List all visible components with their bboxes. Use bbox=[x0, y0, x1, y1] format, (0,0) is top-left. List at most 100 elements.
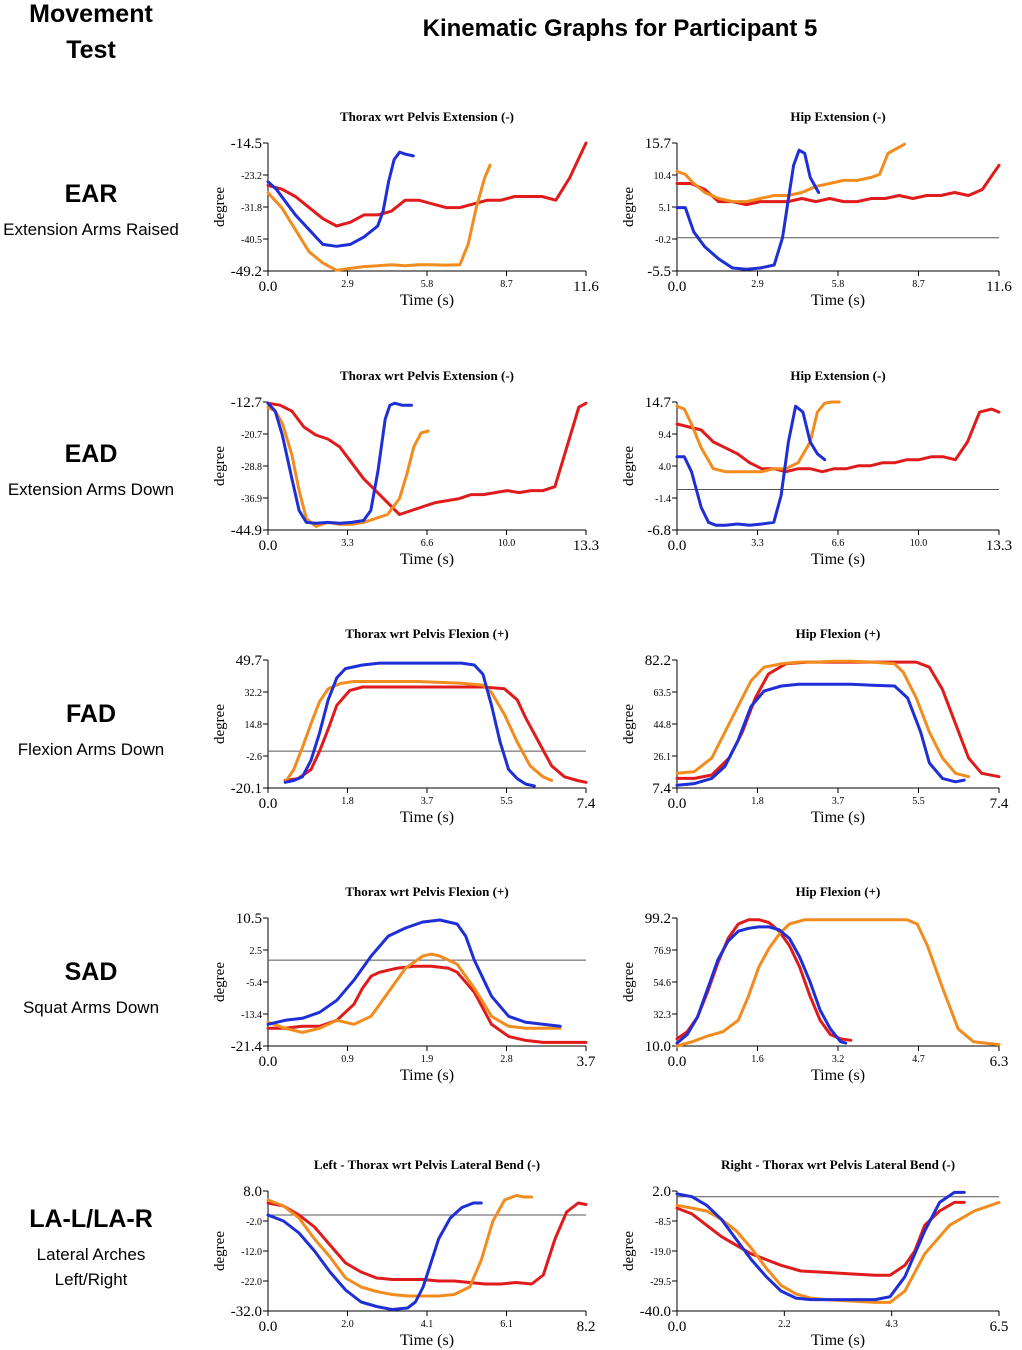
x-tick-label: 0.9 bbox=[341, 1054, 354, 1065]
series-red-line bbox=[675, 660, 1001, 780]
y-tick-label: 10.5 bbox=[236, 911, 262, 927]
x-tick-label: 6.5 bbox=[990, 1319, 1009, 1335]
chart-title: Left - Thorax wrt Pelvis Lateral Bend (-… bbox=[314, 1157, 540, 1172]
page-title: Kinematic Graphs for Participant 5 bbox=[422, 15, 818, 42]
series-red-line bbox=[675, 1200, 966, 1277]
chart-9: Left - Thorax wrt Pelvis Lateral Bend (-… bbox=[212, 1157, 595, 1349]
y-tick-label: -5.4 bbox=[246, 978, 262, 989]
y-axis-label: degree bbox=[212, 962, 228, 1002]
x-axis-label: Time (s) bbox=[811, 1067, 865, 1084]
x-tick-label: 13.3 bbox=[573, 538, 599, 554]
y-tick-label: -23.2 bbox=[241, 171, 262, 182]
x-tick-label: 3.2 bbox=[832, 1054, 845, 1065]
row-name: Flexion Arms Down bbox=[17, 740, 165, 759]
y-tick-label: -2.0 bbox=[246, 1217, 262, 1228]
y-axis-label: degree bbox=[212, 704, 228, 744]
y-tick-label: 14.8 bbox=[245, 720, 263, 731]
x-tick-label: 5.5 bbox=[500, 796, 513, 807]
y-tick-label: -6.8 bbox=[647, 523, 671, 539]
y-tick-label: -12.7 bbox=[231, 395, 263, 411]
chart-title: Thorax wrt Pelvis Flexion (+) bbox=[345, 884, 508, 899]
chart-6: Hip Flexion (+) 0.0 1.8 3.7 5.5 7.4 82.2 63.5 44… bbox=[621, 626, 1009, 826]
series-blue-line bbox=[266, 918, 562, 1028]
x-tick-label: 0.0 bbox=[668, 1054, 687, 1070]
x-tick-label: 4.7 bbox=[912, 1054, 925, 1065]
row-label-sad: SAD Squat Arms Down bbox=[0, 958, 182, 1020]
x-tick-label: 0.0 bbox=[259, 796, 278, 812]
x-tick-label: 6.6 bbox=[421, 538, 434, 549]
chart-8: Hip Flexion (+) 0.0 1.6 3.2 4.7 6.3 99.2 76.9 54… bbox=[621, 884, 1008, 1084]
x-tick-label: 4.3 bbox=[885, 1319, 898, 1330]
y-tick-label: -40.5 bbox=[241, 235, 262, 246]
y-tick-label: 2.0 bbox=[652, 1184, 671, 1200]
movement-test-header: Movement Test bbox=[0, 0, 182, 68]
x-tick-label: 8.7 bbox=[912, 279, 925, 290]
x-tick-label: 1.9 bbox=[421, 1054, 434, 1065]
x-tick-label: 3.7 bbox=[577, 1054, 596, 1070]
row-code: FAD bbox=[66, 700, 116, 728]
series-blue-line bbox=[675, 925, 848, 1045]
row-label-ear: EAR Extension Arms Raised bbox=[0, 180, 182, 242]
x-tick-label: 0.0 bbox=[259, 1319, 278, 1335]
series-red-line bbox=[675, 407, 1001, 474]
y-tick-label: -44.9 bbox=[231, 523, 262, 539]
series-red-line bbox=[675, 918, 853, 1042]
chart-title: Hip Extension (-) bbox=[790, 109, 885, 124]
chart-title: Thorax wrt Pelvis Extension (-) bbox=[340, 368, 514, 383]
x-tick-label: 6.6 bbox=[832, 538, 845, 549]
x-tick-label: 0.0 bbox=[668, 1319, 687, 1335]
row-name-line1: Lateral Arches bbox=[36, 1245, 146, 1264]
series-orange-line bbox=[266, 405, 430, 528]
y-axis-label: degree bbox=[621, 704, 637, 744]
chart-2: Hip Extension (-) 0.0 2.9 5.8 8.7 11.6 15.7 10.… bbox=[621, 109, 1012, 309]
x-tick-label: 10.0 bbox=[910, 538, 928, 549]
series-blue-line bbox=[283, 661, 536, 788]
series-blue-line bbox=[266, 401, 413, 525]
x-tick-label: 3.7 bbox=[421, 796, 434, 807]
x-tick-label: 3.7 bbox=[832, 796, 845, 807]
y-tick-label: 10.4 bbox=[654, 171, 672, 182]
y-tick-label: 32.2 bbox=[245, 688, 263, 699]
series-blue-line bbox=[675, 682, 966, 787]
x-axis-label: Time (s) bbox=[811, 809, 865, 826]
x-tick-label: 0.0 bbox=[259, 1054, 278, 1070]
y-axis-label: degree bbox=[621, 446, 637, 486]
x-tick-label: 0.0 bbox=[668, 538, 687, 554]
series-red-line bbox=[266, 964, 588, 1044]
series-red-line bbox=[266, 1201, 588, 1286]
chart-10: Right - Thorax wrt Pelvis Lateral Bend (… bbox=[621, 1157, 1008, 1349]
chart-title: Hip Flexion (+) bbox=[796, 884, 881, 899]
y-tick-label: -29.5 bbox=[650, 1277, 671, 1288]
y-tick-label: -13.4 bbox=[241, 1010, 262, 1021]
row-code: LA-L/LA-R bbox=[29, 1205, 153, 1233]
row-name-line2: Left/Right bbox=[54, 1270, 128, 1289]
movement-test-line2: Test bbox=[66, 36, 116, 64]
x-tick-label: 2.9 bbox=[751, 279, 764, 290]
x-tick-label: 0.0 bbox=[259, 279, 278, 295]
y-tick-label: 4.0 bbox=[659, 462, 672, 473]
y-tick-label: -1.4 bbox=[655, 494, 671, 505]
y-tick-label: -2.6 bbox=[246, 752, 262, 763]
x-tick-label: 4.1 bbox=[421, 1319, 434, 1330]
y-tick-label: 8.0 bbox=[243, 1184, 262, 1200]
series-red-line bbox=[266, 401, 588, 516]
series-orange-line bbox=[675, 400, 841, 474]
y-tick-label: -49.2 bbox=[231, 264, 262, 280]
x-tick-label: 7.4 bbox=[990, 796, 1009, 812]
x-tick-label: 1.8 bbox=[751, 796, 764, 807]
x-tick-label: 6.3 bbox=[990, 1054, 1009, 1070]
y-axis-label: degree bbox=[212, 1231, 228, 1271]
y-tick-label: -20.1 bbox=[231, 781, 262, 797]
series-orange-line bbox=[266, 163, 492, 272]
x-tick-label: 5.8 bbox=[421, 279, 434, 290]
series-orange-line bbox=[675, 142, 907, 204]
y-tick-label: 9.4 bbox=[659, 430, 672, 441]
y-tick-label: -28.8 bbox=[241, 462, 262, 473]
x-tick-label: 0.0 bbox=[668, 796, 687, 812]
y-tick-label: 15.7 bbox=[645, 136, 672, 152]
x-tick-label: 1.6 bbox=[751, 1054, 764, 1065]
x-tick-label: 13.3 bbox=[986, 538, 1012, 554]
y-tick-label: 44.8 bbox=[654, 720, 672, 731]
row-label-ead: EAD Extension Arms Down bbox=[0, 440, 182, 502]
y-tick-label: -14.5 bbox=[231, 136, 262, 152]
